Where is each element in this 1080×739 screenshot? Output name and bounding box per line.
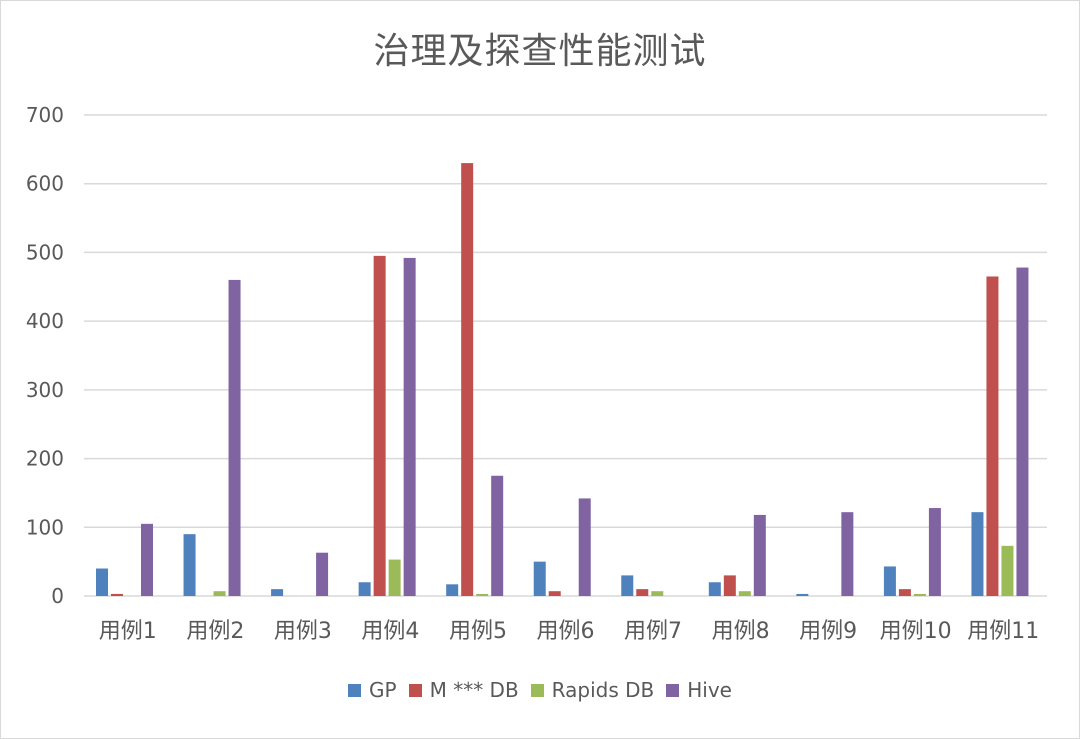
bar-gp-9 — [796, 593, 809, 596]
bar-rapids-db-11 — [1001, 545, 1014, 596]
legend-item: M *** DB — [408, 678, 519, 702]
bar-rapids-db-7 — [651, 591, 664, 596]
x-tick-label: 用例6 — [537, 619, 595, 644]
bar-rapids-db-4 — [388, 559, 401, 596]
bar-gp-5 — [446, 584, 459, 596]
bar-rapids-db-2 — [213, 591, 226, 596]
bar-gp-3 — [271, 589, 284, 596]
bar-hive-10 — [928, 508, 941, 596]
bar-hive-8 — [753, 514, 766, 596]
bar-hive-3 — [316, 552, 329, 596]
bar-hive-9 — [841, 512, 854, 596]
x-tick-label: 用例8 — [712, 619, 770, 644]
bar-hive-1 — [141, 523, 153, 596]
bar-gp-10 — [883, 566, 896, 596]
x-tick-label: 用例5 — [449, 619, 507, 644]
bar-m-db-4 — [373, 255, 386, 596]
bar-gp-1 — [96, 568, 108, 596]
y-tick-label: 700 — [26, 103, 64, 127]
y-tick-label: 100 — [26, 515, 64, 539]
x-tick-label: 用例4 — [361, 619, 419, 644]
x-tick-label: 用例1 — [99, 619, 157, 644]
legend-item: Hive — [666, 678, 732, 702]
x-tick-label: 用例7 — [624, 619, 682, 644]
y-tick-label: 200 — [26, 447, 64, 471]
legend-label: M *** DB — [429, 678, 519, 702]
legend-swatch — [408, 683, 422, 697]
bar-gp-7 — [621, 575, 634, 596]
bar-rapids-db-10 — [913, 593, 926, 596]
legend-label: Rapids DB — [551, 678, 655, 702]
bar-hive-5 — [491, 475, 504, 596]
bar-hive-2 — [228, 279, 241, 596]
y-tick-label: 400 — [26, 309, 64, 333]
bar-gp-6 — [533, 561, 546, 596]
bar-m-db-11 — [986, 276, 999, 596]
x-tick-label: 用例10 — [880, 619, 952, 644]
legend-swatch — [530, 683, 544, 697]
x-tick-label: 用例3 — [274, 619, 332, 644]
bar-m-db-7 — [636, 589, 649, 596]
legend-label: GP — [369, 678, 397, 702]
x-tick-label: 用例9 — [799, 619, 857, 644]
y-tick-label: 600 — [26, 172, 64, 196]
legend-swatch — [348, 683, 362, 697]
bar-rapids-db-5 — [476, 593, 489, 596]
y-tick-label: 500 — [26, 240, 64, 264]
bar-m-db-6 — [548, 591, 561, 596]
bar-rapids-db-8 — [738, 591, 751, 596]
bar-gp-11 — [971, 512, 984, 596]
legend-item: GP — [348, 678, 397, 702]
x-tick-label: 用例11 — [967, 619, 1039, 644]
bar-gp-4 — [358, 582, 371, 596]
y-tick-label: 0 — [51, 584, 64, 608]
bar-hive-11 — [1016, 267, 1029, 596]
chart-title: 治理及探查性能测试 — [373, 31, 707, 72]
bar-m-db-8 — [723, 575, 736, 596]
bar-m-db-10 — [898, 589, 911, 596]
legend-label: Hive — [687, 678, 732, 702]
legend: GP M *** DB Rapids DB Hive — [0, 678, 1080, 702]
bar-gp-8 — [708, 582, 721, 596]
x-tick-label: 用例2 — [186, 619, 244, 644]
legend-item: Rapids DB — [530, 678, 655, 702]
bar-hive-6 — [578, 498, 591, 596]
bar-m-db-5 — [461, 163, 474, 596]
y-tick-label: 300 — [26, 378, 64, 402]
bar-gp-2 — [183, 534, 196, 596]
legend-swatch — [666, 683, 680, 697]
bar-m-db-1 — [111, 593, 123, 596]
bar-hive-4 — [403, 257, 416, 596]
